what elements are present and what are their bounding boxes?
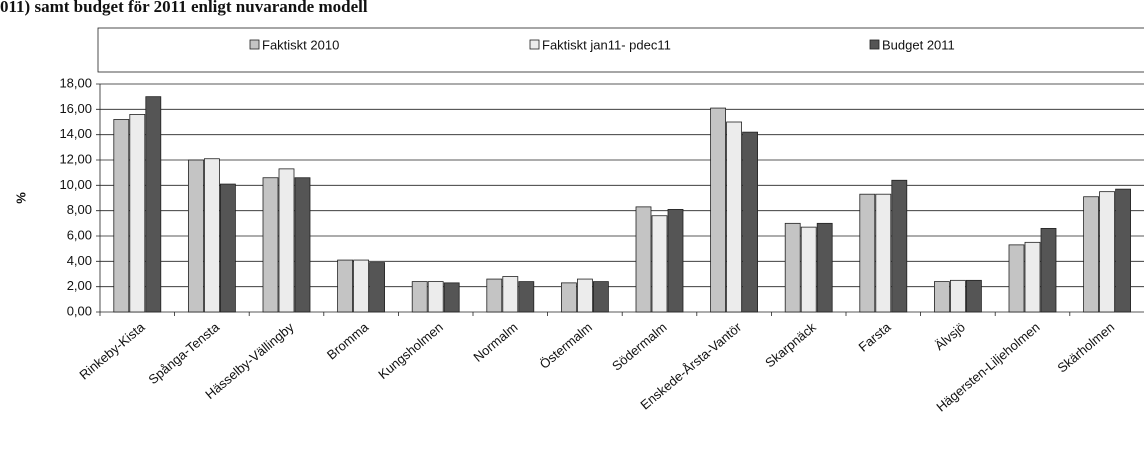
bar (966, 279, 982, 313)
bar (1115, 188, 1131, 313)
y-axis-label: % (13, 192, 28, 204)
bar (187, 159, 204, 313)
legend-swatch (249, 39, 260, 50)
legend-label: Faktiskt 2010 (262, 37, 339, 52)
bar (891, 179, 908, 313)
x-tick-label: Bromma (324, 319, 372, 363)
bar (1024, 241, 1041, 313)
bar (353, 259, 370, 313)
bar (934, 281, 950, 313)
bar (726, 121, 742, 313)
y-tick-label: 18,00 (59, 75, 92, 90)
x-tick-label: Skärholmen (1054, 319, 1117, 375)
bar (710, 107, 726, 313)
bar (443, 282, 460, 313)
y-tick-label: 10,00 (59, 177, 92, 192)
bar (502, 276, 519, 313)
x-tick-label: Spånga-Tensta (145, 319, 222, 387)
bar (1040, 227, 1057, 313)
bar (411, 281, 428, 313)
bar (113, 119, 130, 313)
bar (145, 96, 162, 313)
y-tick-label: 14,00 (59, 126, 92, 141)
bar (950, 279, 966, 313)
bar (518, 281, 535, 313)
bar (577, 278, 593, 313)
bar (369, 262, 386, 313)
bar (486, 278, 503, 313)
y-tick-label: 16,00 (59, 101, 92, 116)
bar (651, 215, 668, 313)
bar (262, 177, 279, 313)
x-tick-label: Normalm (470, 319, 520, 364)
x-tick-label: Östermalm (537, 319, 595, 371)
bar (635, 206, 652, 313)
legend-label: Budget 2011 (882, 37, 955, 52)
chart-title: 011) samt budget för 2011 enligt nuvaran… (0, 0, 368, 16)
y-tick-label: 4,00 (67, 253, 92, 268)
bar (129, 114, 146, 313)
bar (294, 177, 311, 313)
bar (859, 193, 876, 313)
x-tick-label: Kungsholmen (375, 319, 446, 382)
bar (800, 226, 817, 313)
bar (1083, 196, 1099, 313)
legend-label: Faktiskt jan11- pdec11 (542, 37, 671, 52)
y-tick-label: 0,00 (67, 303, 92, 318)
y-tick-label: 2,00 (67, 278, 92, 293)
bar (784, 222, 801, 313)
legend-box (97, 27, 1144, 73)
bar (427, 281, 444, 313)
bar (667, 208, 684, 313)
x-tick-label: Farsta (856, 319, 894, 355)
legend-swatch (529, 39, 540, 50)
bar (337, 259, 354, 313)
x-tick-label: Skarpnäck (762, 319, 819, 370)
bar (593, 281, 609, 313)
bar (875, 193, 892, 313)
bar (816, 222, 833, 313)
bar (219, 183, 236, 313)
x-tick-label: Älvsjö (932, 319, 968, 353)
bar (561, 282, 577, 313)
legend-swatch (869, 39, 880, 50)
bar (742, 131, 758, 313)
bar (203, 158, 220, 313)
y-tick-label: 12,00 (59, 151, 92, 166)
bar (278, 168, 295, 313)
x-tick-label: Södermalm (609, 319, 670, 373)
y-tick-label: 8,00 (67, 202, 92, 217)
bar (1008, 244, 1025, 313)
x-tick-label: Rinkeby-Kista (76, 319, 148, 383)
bar (1099, 191, 1115, 313)
y-tick-label: 6,00 (67, 227, 92, 242)
